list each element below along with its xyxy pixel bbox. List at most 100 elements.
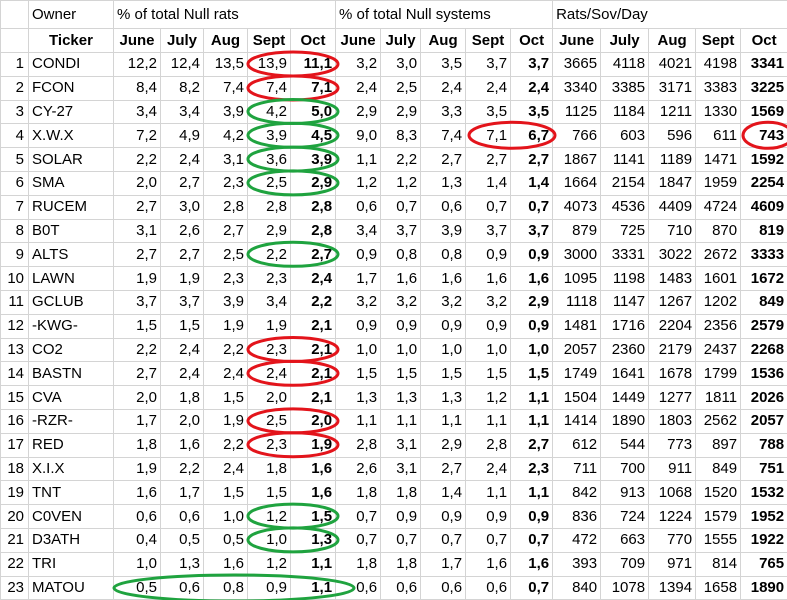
row-number: 8	[0, 218, 29, 244]
ticker: X.W.X	[28, 123, 114, 149]
systems-value: 0,9	[335, 313, 382, 339]
sov-value: 3340	[552, 75, 602, 101]
systems-value: 1,1	[510, 385, 554, 410]
systems-value: 0,7	[380, 527, 422, 553]
table-row: Owner% of total Null rats% of total Null…	[0, 0, 787, 29]
rats-value: 2,2	[247, 242, 291, 268]
row-number: 6	[0, 170, 29, 196]
rats-value: 2,9	[247, 218, 291, 244]
systems-value: 3,7	[465, 52, 512, 77]
systems-value: 0,6	[465, 575, 512, 600]
systems-value: 2,6	[335, 456, 382, 482]
rats-value: 7,4	[247, 75, 291, 101]
sov-value: 1125	[552, 99, 602, 125]
month-header: Oct	[510, 28, 554, 53]
rats-value: 2,8	[289, 218, 337, 244]
sov-value: 603	[600, 123, 650, 149]
rats-value: 2,1	[289, 313, 337, 339]
rats-value: 1,8	[160, 385, 204, 410]
ticker: TRI	[28, 551, 114, 577]
table-row: 16 -RZR- 1,7 2,0 1,9 2,5 2,0 1,1 1,1 1,1 1,1 1,1 141…	[0, 408, 787, 434]
systems-value: 0,8	[380, 242, 422, 268]
ticker: CY-27	[28, 99, 114, 125]
rats-value: 1,0	[247, 527, 291, 553]
sov-value: 2579	[740, 313, 787, 339]
systems-value: 1,1	[510, 408, 554, 434]
row-number: 16	[0, 408, 29, 434]
ticker: RUCEM	[28, 194, 114, 220]
rats-value: 1,5	[160, 313, 204, 339]
row-number	[0, 28, 29, 53]
systems-value: 1,1	[510, 480, 554, 506]
systems-value: 3,2	[335, 289, 382, 315]
rats-value: 2,3	[247, 266, 291, 291]
sov-value: 3383	[695, 75, 742, 101]
month-header: Aug	[420, 28, 467, 53]
rats-value: 2,0	[113, 385, 161, 410]
sov-value: 2356	[695, 313, 742, 339]
sov-value: 3385	[600, 75, 650, 101]
rats-value: 1,9	[247, 313, 291, 339]
systems-value: 1,1	[420, 408, 467, 434]
systems-value: 0,9	[510, 313, 554, 339]
sov-value: 1601	[695, 266, 742, 291]
sov-value: 1922	[740, 527, 787, 553]
sov-value: 1678	[648, 361, 697, 387]
systems-value: 0,9	[335, 242, 382, 268]
systems-value: 1,0	[465, 337, 512, 363]
sov-value: 1504	[552, 385, 602, 410]
systems-value: 3,0	[380, 52, 422, 77]
rats-value: 7,2	[113, 123, 161, 149]
sov-value: 1471	[695, 147, 742, 172]
rats-value: 2,5	[247, 408, 291, 434]
systems-value: 1,1	[335, 147, 382, 172]
sov-value: 4536	[600, 194, 650, 220]
systems-value: 1,1	[465, 408, 512, 434]
rats-value: 12,2	[113, 52, 161, 77]
sov-value: 3022	[648, 242, 697, 268]
rats-value: 5,0	[289, 99, 337, 125]
sov-value: 1532	[740, 480, 787, 506]
sov-value: 710	[648, 218, 697, 244]
sov-value: 724	[600, 504, 650, 529]
table-row: 12 -KWG- 1,5 1,5 1,9 1,9 2,1 0,9 0,9 0,9 0,9 0,9 148…	[0, 313, 787, 339]
sov-value: 596	[648, 123, 697, 149]
systems-value: 3,5	[510, 99, 554, 125]
sov-value: 2057	[740, 408, 787, 434]
ticker: C0VEN	[28, 504, 114, 529]
rats-value: 11,1	[289, 52, 337, 77]
rats-value: 2,2	[203, 337, 248, 363]
month-header: June	[552, 28, 602, 53]
group-header: Rats/Sov/Day	[552, 0, 787, 29]
sov-value: 1867	[552, 147, 602, 172]
table-row: 17 RED 1,8 1,6 2,2 2,3 1,9 2,8 3,1 2,9 2,8 2,7 612 54…	[0, 432, 787, 458]
ticker: GCLUB	[28, 289, 114, 315]
systems-value: 0,7	[335, 504, 382, 529]
systems-value: 9,0	[335, 123, 382, 149]
rats-value: 2,3	[247, 337, 291, 363]
row-number: 17	[0, 432, 29, 458]
sov-value: 743	[740, 123, 787, 149]
systems-value: 1,1	[335, 408, 382, 434]
rats-value: 2,4	[160, 361, 204, 387]
systems-value: 1,5	[380, 361, 422, 387]
sov-value: 1520	[695, 480, 742, 506]
row-number: 11	[0, 289, 29, 315]
ticker: BASTN	[28, 361, 114, 387]
rats-value: 1,1	[289, 551, 337, 577]
systems-value: 2,3	[510, 456, 554, 482]
systems-value: 2,4	[465, 456, 512, 482]
row-number: 4	[0, 123, 29, 149]
systems-value: 1,0	[510, 337, 554, 363]
sov-value: 819	[740, 218, 787, 244]
sov-value: 913	[600, 480, 650, 506]
row-number: 23	[0, 575, 29, 600]
systems-value: 1,8	[335, 480, 382, 506]
sov-value: 1449	[600, 385, 650, 410]
owner-header: Owner	[28, 0, 114, 29]
row-number: 9	[0, 242, 29, 268]
rats-value: 3,9	[247, 123, 291, 149]
sov-value: 544	[600, 432, 650, 458]
systems-value: 0,9	[465, 504, 512, 529]
systems-value: 1,1	[380, 408, 422, 434]
